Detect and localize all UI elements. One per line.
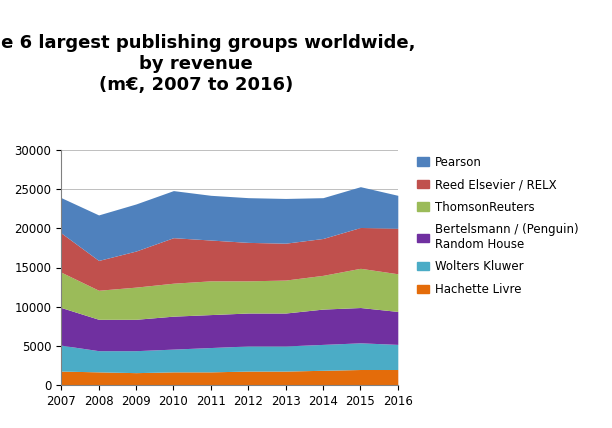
Text: The 6 largest publishing groups worldwide,
by revenue
(m€, 2007 to 2016): The 6 largest publishing groups worldwid…	[0, 34, 416, 94]
Legend: Pearson, Reed Elsevier / RELX, ThomsonReuters, Bertelsmann / (Penguin)
Random Ho: Pearson, Reed Elsevier / RELX, ThomsonRe…	[417, 156, 578, 296]
